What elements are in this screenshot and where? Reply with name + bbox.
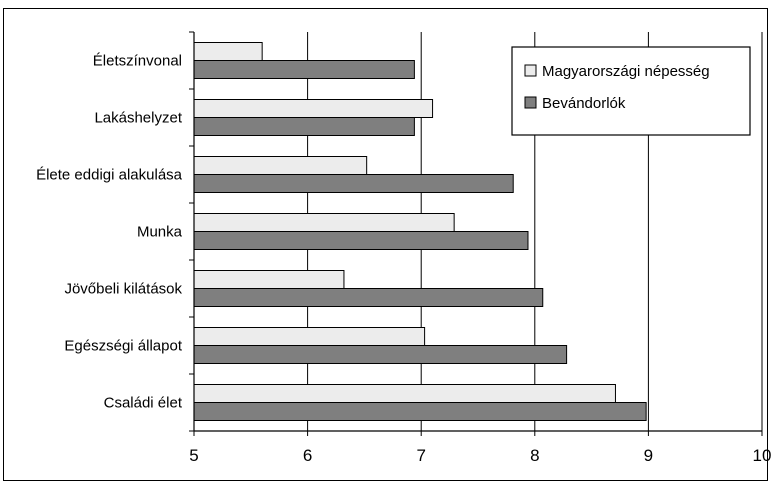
bar-magyar-6	[193, 384, 616, 403]
bar-bevandorlok-4	[193, 288, 544, 307]
bar-magyar-2	[193, 156, 368, 175]
axes	[189, 31, 763, 436]
category-label: Jövőbeli kilátások	[64, 281, 182, 298]
legend-swatch	[524, 64, 537, 77]
x-tick-label: 8	[530, 446, 539, 465]
bar-bevandorlok-6	[193, 402, 647, 421]
category-label: Életszínvonal	[93, 53, 182, 70]
legend-label: Bevándorlók	[542, 95, 626, 112]
bar-magyar-4	[193, 270, 345, 289]
bar-magyar-3	[193, 213, 455, 232]
bar-bevandorlok-5	[193, 345, 568, 364]
category-label: Lakáshelyzet	[94, 110, 182, 127]
legend: Magyarországi népesség Bevándorlók	[511, 46, 751, 136]
category-label: Élete eddigi alakulása	[36, 167, 183, 184]
x-tick-label: 7	[416, 446, 425, 465]
legend-box	[511, 46, 751, 136]
bar-magyar-5	[193, 327, 426, 346]
bar-magyar-1	[193, 99, 434, 118]
category-label: Családi élet	[104, 395, 183, 412]
legend-swatch	[524, 96, 537, 109]
bar-bevandorlok-0	[193, 60, 415, 79]
bars	[193, 42, 647, 421]
bar-bevandorlok-3	[193, 231, 529, 250]
bar-bevandorlok-2	[193, 174, 514, 193]
x-tick-label: 9	[644, 446, 653, 465]
bar-bevandorlok-1	[193, 117, 415, 136]
x-tick-label: 6	[303, 446, 312, 465]
legend-label: Magyarországi népesség	[542, 63, 710, 80]
tick-labels: 5 6 7 8 9 10	[189, 446, 771, 465]
category-labels: Életszínvonal Lakáshelyzet Élete eddigi al…	[36, 53, 183, 412]
x-tick-label: 10	[753, 446, 772, 465]
x-tick-label: 5	[189, 446, 198, 465]
bar-magyar-0	[193, 42, 263, 61]
category-label: Egészségi állapot	[64, 338, 182, 355]
category-label: Munka	[137, 224, 183, 241]
